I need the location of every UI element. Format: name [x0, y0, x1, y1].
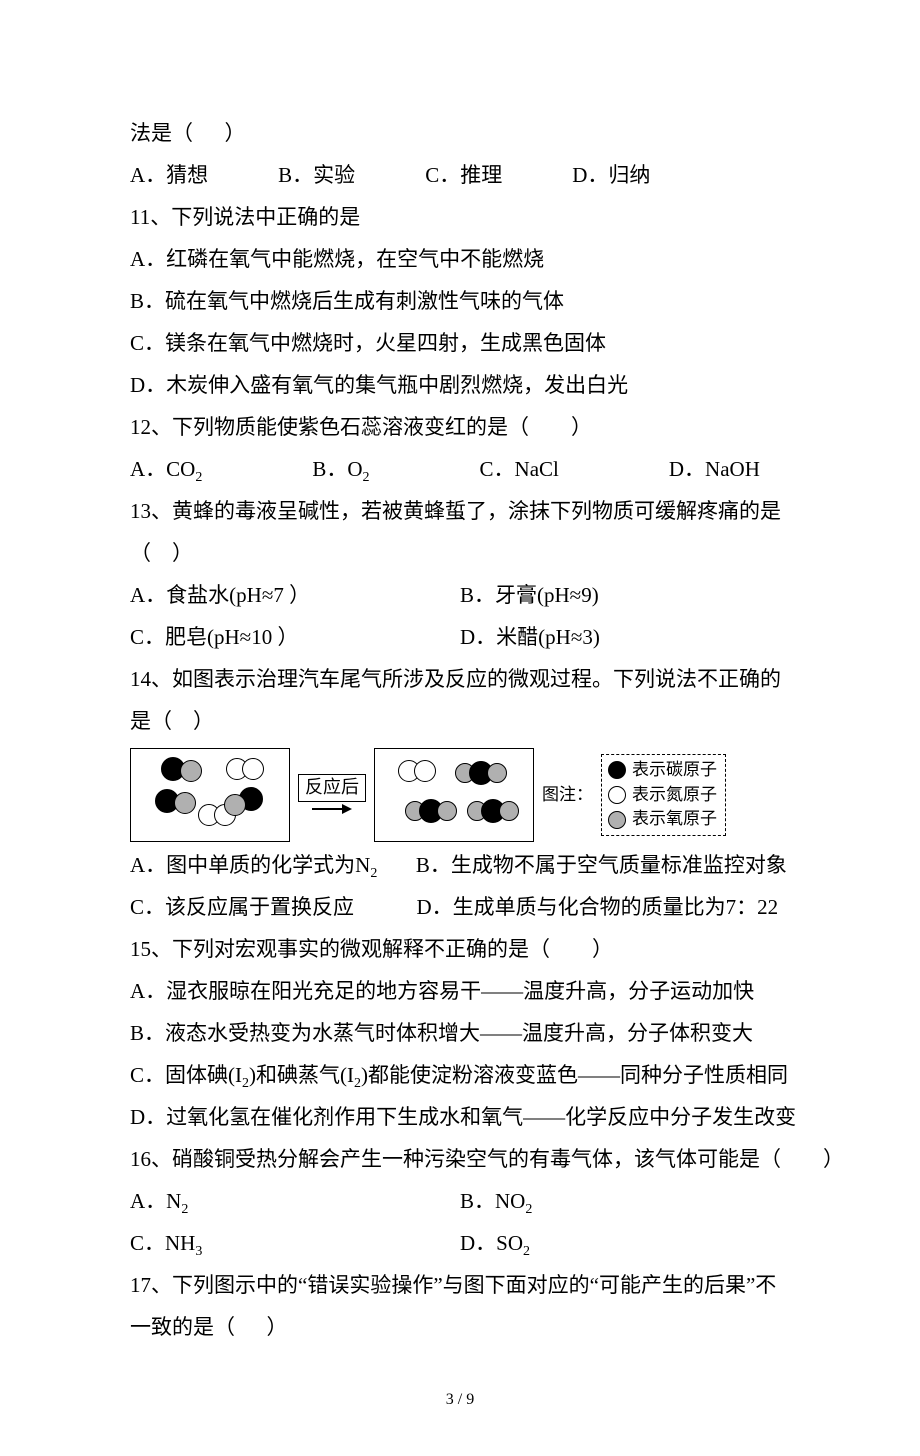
- q11-opt-a: A．红磷在氧气中能燃烧，在空气中不能燃烧: [130, 238, 790, 280]
- q14-opt-d: D．生成单质与化合物的质量比为7：22: [417, 895, 779, 919]
- q14-panel-before: [130, 748, 290, 842]
- q16-row2: C．NH3 D．SO2: [130, 1222, 790, 1264]
- q16-d-sub: 2: [523, 1244, 530, 1259]
- legend-row: 表示碳原子: [608, 759, 717, 782]
- q14-opt-b: B．生成物不属于空气质量标准监控对象: [416, 853, 787, 877]
- q12-a-sub: 2: [195, 470, 202, 485]
- q13-opt-d: D．米醋(pH≈3): [460, 616, 790, 658]
- q11-opt-c: C．镁条在氧气中燃烧时，火星四射，生成黑色固体: [130, 322, 790, 364]
- q16-d-pre: D．SO: [460, 1231, 523, 1255]
- q12-opt-b: B．O2: [312, 448, 369, 490]
- q15-opt-b: B．液态水受热变为水蒸气时体积增大——温度升高，分子体积变大: [130, 1012, 790, 1054]
- legend-row: 表示氧原子: [608, 808, 717, 831]
- q15-c-sub1: 2: [242, 1076, 249, 1091]
- q13-opt-a: A．食盐水(pH≈7 ）: [130, 574, 460, 616]
- q15-opt-c: C．固体碘(I2)和碘蒸气(I2)都能使淀粉溶液变蓝色——同种分子性质相同: [130, 1054, 790, 1096]
- q15-c-post: )都能使淀粉溶液变蓝色——同种分子性质相同: [361, 1063, 788, 1087]
- q14-a-sub: 2: [370, 866, 377, 881]
- q11-opt-b: B．硫在氧气中燃烧后生成有刺激性气味的气体: [130, 280, 790, 322]
- q13-opt-c: C．肥皂(pH≈10 ）: [130, 616, 460, 658]
- q10-opt-a: A．猜想: [130, 154, 208, 196]
- q15-opt-d: D．过氧化氢在催化剂作用下生成水和氧气——化学反应中分子发生改变: [130, 1096, 790, 1138]
- q16-opt-c: C．NH3: [130, 1222, 460, 1264]
- q13-stem: 13、黄蜂的毒液呈碱性，若被黄蜂蜇了，涂抹下列物质可缓解疼痛的是（ ）: [130, 490, 790, 574]
- q14-legend-title: 图注：: [542, 778, 593, 812]
- q15-c-mid: )和碘蒸气(I: [249, 1063, 354, 1087]
- q12-opt-c: C．NaCl: [480, 448, 559, 490]
- q13-opt-b: B．牙膏(pH≈9): [460, 574, 790, 616]
- q10-options: A．猜想 B．实验 C．推理 D．归纳: [130, 154, 790, 196]
- q10-opt-b: B．实验: [278, 154, 355, 196]
- q16-opt-d: D．SO2: [460, 1222, 790, 1264]
- q15-opt-a: A．湿衣服晾在阳光充足的地方容易干——温度升高，分子运动加快: [130, 970, 790, 1012]
- q16-c-sub: 3: [195, 1244, 202, 1259]
- q15-c-pre: C．固体碘(I: [130, 1063, 242, 1087]
- q14-stem: 14、如图表示治理汽车尾气所涉及反应的微观过程。下列说法不正确的是（ ）: [130, 658, 790, 742]
- q17-stem: 17、下列图示中的“错误实验操作”与图下面对应的“可能产生的后果”不一致的是（ …: [130, 1264, 790, 1348]
- legend-row: 表示氮原子: [608, 784, 717, 807]
- q12-options: A．CO2 B．O2 C．NaCl D．NaOH: [130, 448, 790, 490]
- q12-opt-d: D．NaOH: [669, 448, 760, 490]
- q10-opt-c: C．推理: [425, 154, 502, 196]
- q14-opts-row1: A．图中单质的化学式为N2 B．生成物不属于空气质量标准监控对象: [130, 844, 790, 886]
- page-number: 3 / 9: [130, 1384, 790, 1416]
- arrow-right-icon: [312, 802, 352, 816]
- q13-row1: A．食盐水(pH≈7 ） B．牙膏(pH≈9): [130, 574, 790, 616]
- q12-b-sub: 2: [363, 470, 370, 485]
- q14-a-pre: A．图中单质的化学式为N: [130, 853, 370, 877]
- q14-arrow-label: 反应后: [298, 774, 366, 802]
- q11-opt-d: D．木炭伸入盛有氧气的集气瓶中剧烈燃烧，发出白光: [130, 364, 790, 406]
- q12-stem: 12、下列物质能使紫色石蕊溶液变红的是（ ）: [130, 406, 790, 448]
- q14-opt-c: C．该反应属于置换反应: [130, 895, 354, 919]
- q16-c-pre: C．NH: [130, 1231, 195, 1255]
- q16-b-pre: B．NO: [460, 1189, 525, 1213]
- q11-stem: 11、下列说法中正确的是: [130, 196, 790, 238]
- q14-panel-after: [374, 748, 534, 842]
- q16-row1: A．N2 B．NO2: [130, 1180, 790, 1222]
- q16-stem: 16、硝酸铜受热分解会产生一种污染空气的有毒气体，该气体可能是（ ）: [130, 1138, 790, 1180]
- q16-opt-a: A．N2: [130, 1180, 460, 1222]
- q12-b-pre: B．O: [312, 457, 362, 481]
- q12-a-pre: A．CO: [130, 457, 195, 481]
- q14-figure: 反应后 图注： 表示碳原子表示氮原子表示氧原子: [130, 748, 790, 842]
- q10-opt-d: D．归纳: [572, 154, 650, 196]
- q14-opts-row2: C．该反应属于置换反应 D．生成单质与化合物的质量比为7：22: [130, 886, 790, 928]
- q14-legend: 表示碳原子表示氮原子表示氧原子: [601, 754, 726, 837]
- q13-row2: C．肥皂(pH≈10 ） D．米醋(pH≈3): [130, 616, 790, 658]
- q16-b-sub: 2: [525, 1202, 532, 1217]
- q14-arrow-wrap: 反应后: [298, 774, 366, 816]
- q10-stem-tail: 法是（ ）: [130, 112, 790, 154]
- q14-opt-a: A．图中单质的化学式为N2: [130, 853, 377, 877]
- q15-c-sub2: 2: [354, 1076, 361, 1091]
- q16-a-pre: A．N: [130, 1189, 181, 1213]
- q16-opt-b: B．NO2: [460, 1180, 790, 1222]
- q15-stem: 15、下列对宏观事实的微观解释不正确的是（ ）: [130, 928, 790, 970]
- q12-opt-a: A．CO2: [130, 448, 202, 490]
- q16-a-sub: 2: [181, 1202, 188, 1217]
